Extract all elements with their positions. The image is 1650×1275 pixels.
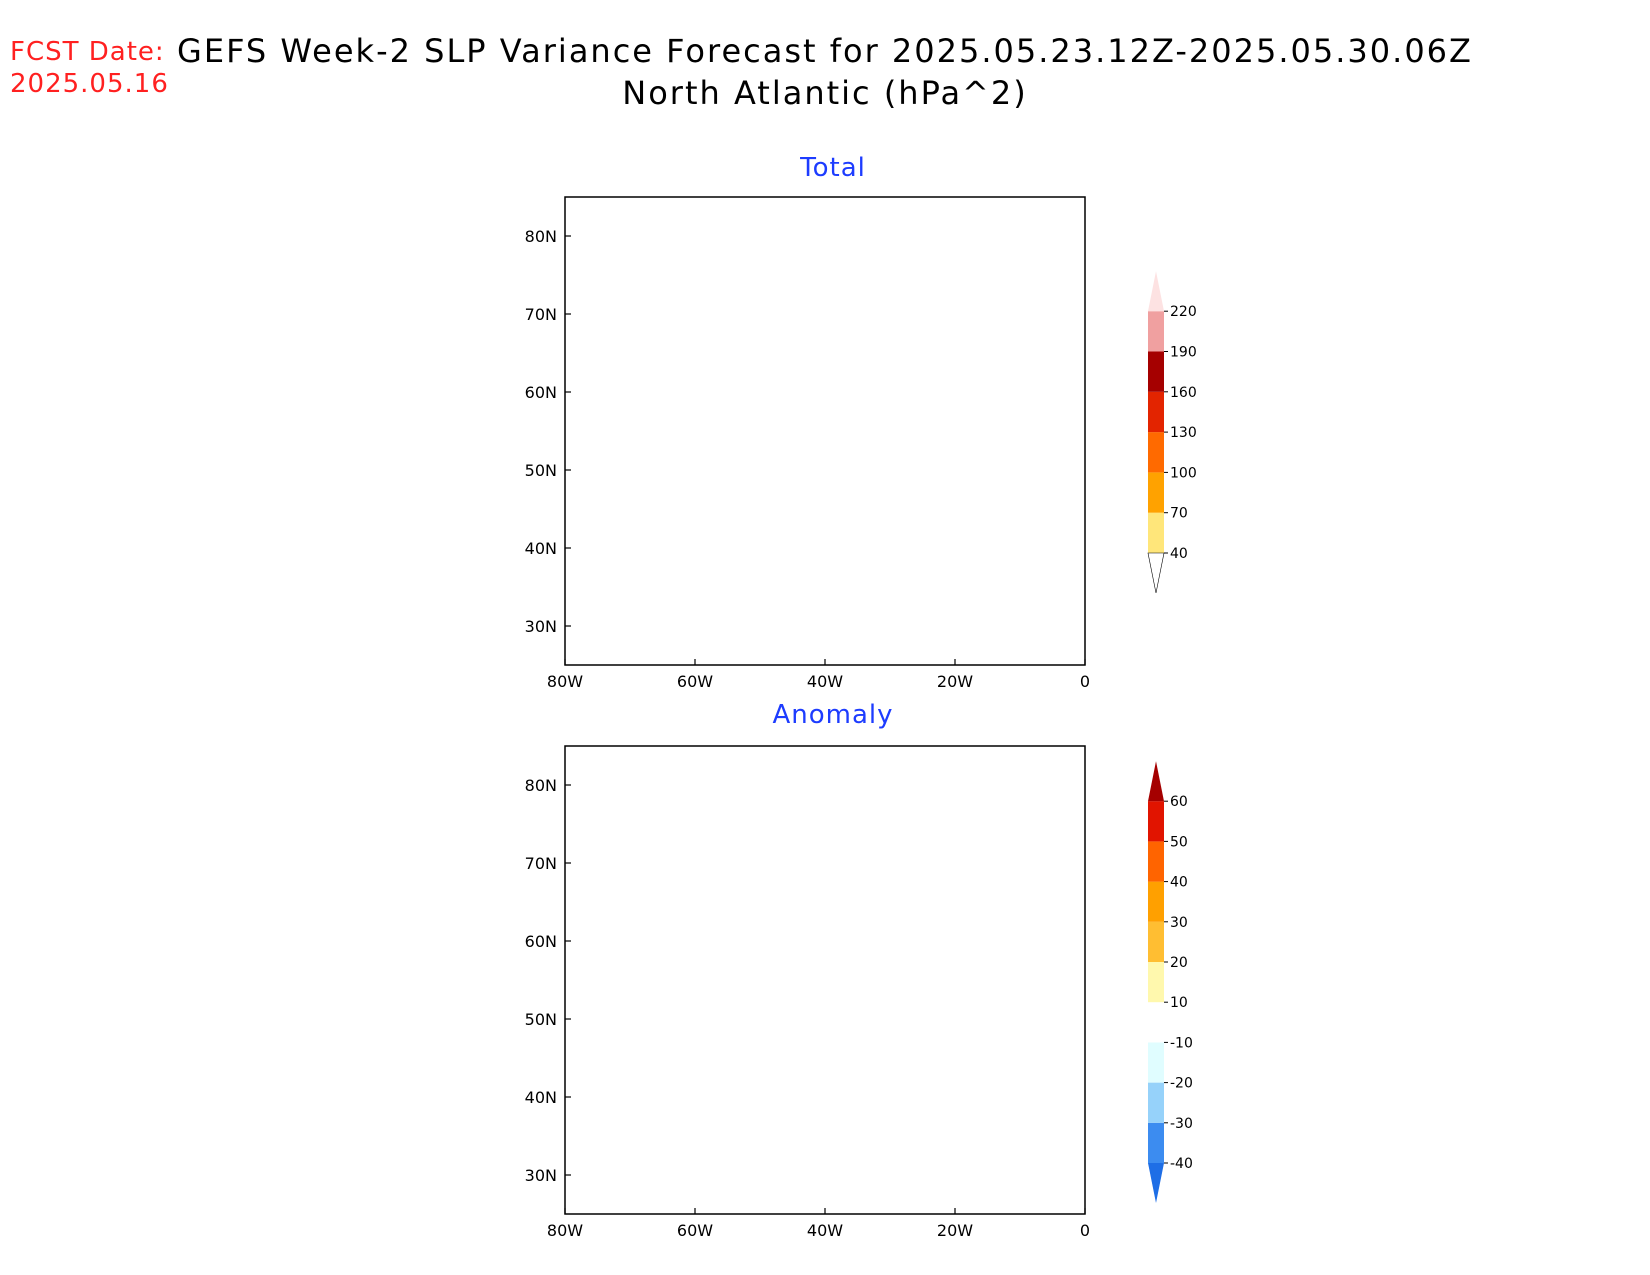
anomaly-panel-title: Anomaly [772,700,894,730]
colorbar-box [1148,1042,1164,1083]
lat-label: 70N [525,305,557,324]
lat-label: 50N [525,461,557,480]
forecast-date: FCST Date: 2025.05.16 [10,36,169,100]
colorbar-lower-arrow [1148,1163,1164,1203]
colorbar-upper-arrow [1148,271,1164,312]
total-panel-title: Total [800,153,866,183]
forecast-date-value: 2025.05.16 [10,69,169,99]
colorbar-box [1148,311,1164,352]
colorbar-label: 40 [1170,546,1188,562]
colorbar-box [1148,1082,1164,1123]
colorbar-box [1148,801,1164,842]
colorbar-label: 190 [1170,345,1197,361]
lon-label: 40W [807,1221,843,1240]
lat-label: 70N [525,854,557,873]
colorbar-label: 100 [1170,465,1197,481]
lat-label: 60N [525,383,557,402]
title-line-2: North Atlantic (hPa^2) [622,74,1028,112]
lat-label: 80N [525,776,557,795]
lon-label: 0 [1080,1221,1090,1240]
lat-label: 30N [525,617,557,636]
colorbar-box [1148,1002,1164,1043]
total-colorbar: 40 70 100 130 160 190 220 [1147,271,1197,594]
lon-label: 40W [807,672,843,691]
colorbar-box [1148,391,1164,433]
colorbar-upper-arrow [1148,761,1164,802]
anomaly-colorbar: -40 -30 -20 -10 10 20 30 40 50 60 [1148,761,1193,1203]
colorbar-box [1148,921,1164,962]
colorbar-label: -30 [1170,1116,1193,1132]
colorbar-label: 160 [1170,385,1197,401]
colorbar-label: 130 [1170,425,1197,441]
colorbar-box [1148,472,1164,513]
colorbar-box [1148,432,1164,473]
lat-label: 80N [525,227,557,246]
colorbar-label: 10 [1170,995,1188,1011]
colorbar-label: 70 [1170,506,1188,522]
colorbar-label: 220 [1170,304,1197,320]
lon-label: 0 [1080,672,1090,691]
lat-label: 30N [525,1166,557,1185]
colorbar-label: 20 [1170,955,1188,971]
colorbar-lower-arrow [1147,552,1165,594]
colorbar-box [1148,512,1164,553]
colorbar-label: -10 [1170,1035,1193,1051]
colorbar-label: 60 [1170,794,1188,810]
lon-label: 80W [547,672,583,691]
lat-label: 40N [525,1088,557,1107]
colorbar-box [1148,962,1164,1003]
colorbar-label: 50 [1170,834,1188,850]
lon-label: 60W [677,672,713,691]
colorbar-box [1148,881,1164,922]
title-line-1: GEFS Week-2 SLP Variance Forecast for 20… [177,32,1473,70]
colorbar-label: -20 [1170,1076,1193,1092]
lon-label: 20W [937,672,973,691]
lat-label: 60N [525,932,557,951]
colorbar-box [1148,841,1164,882]
colorbar-label: 30 [1170,915,1188,931]
lat-label: 40N [525,539,557,558]
forecast-date-label: FCST Date: [10,37,165,67]
colorbar-box [1148,1122,1164,1163]
lon-label: 80W [547,1221,583,1240]
colorbar-box [1148,351,1164,392]
lon-label: 60W [677,1221,713,1240]
chart-title: GEFS Week-2 SLP Variance Forecast for 20… [150,30,1500,114]
colorbar-label: -40 [1170,1156,1193,1172]
lat-label: 50N [525,1010,557,1029]
colorbar-label: 40 [1170,875,1188,891]
axis-labels: 80N 70N 60N 50N 40N 30N 80W 60W 40W 20W 0 80N 70N 60N… [525,227,1090,1240]
lon-label: 20W [937,1221,973,1240]
